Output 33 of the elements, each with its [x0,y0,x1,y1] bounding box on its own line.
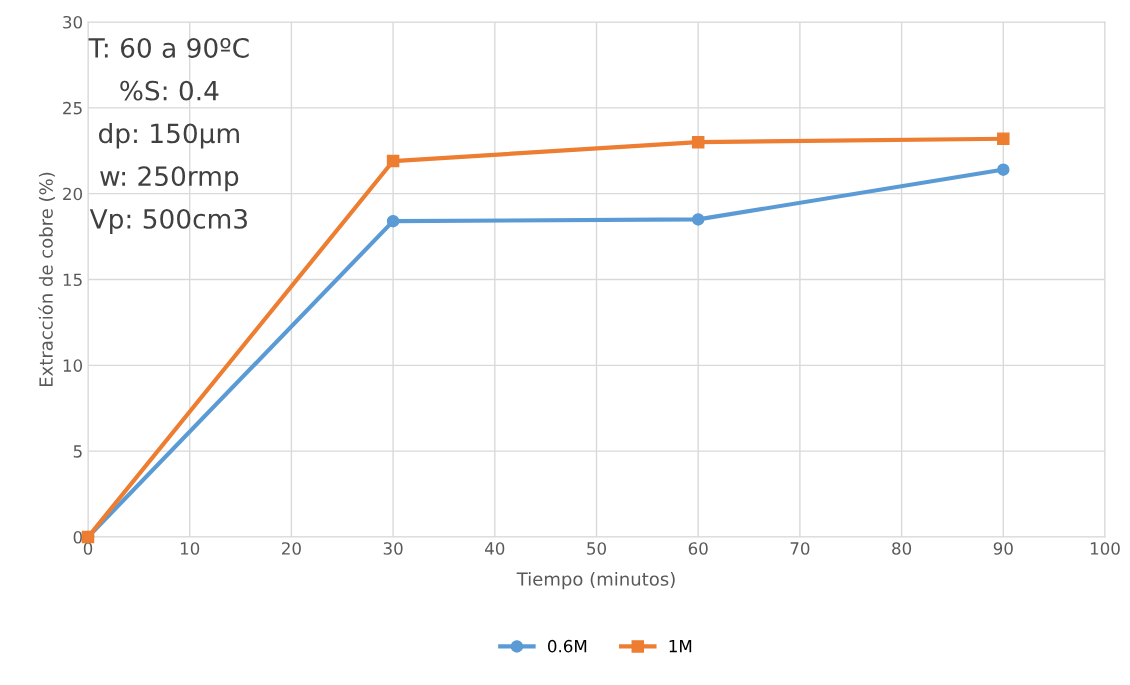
x-tick-label: 90 [993,542,1013,555]
point [691,135,705,149]
y-tick-label: 10 [63,359,83,372]
y-tick-label: 20 [63,187,83,201]
y-tick-label: 5 [73,445,82,458]
y-tick-label: 25 [63,101,82,115]
point [997,132,1010,145]
x-tick-label: 0 [83,542,93,555]
annotation: dp: 150µm [98,122,239,149]
annotation: Vp: 500cm3 [89,208,247,234]
y-tick-label: 15 [63,273,82,287]
legend-label: 1M [669,640,692,653]
annotation: w: 250rmp [100,166,239,192]
x-tick-label: 20 [282,542,301,555]
x-tick-label: 70 [790,542,810,555]
y-tick-label: 0 [73,530,83,544]
x-tick-label: 50 [587,542,606,555]
x-tick-label: 10 [180,542,200,555]
annotation: T: 60 a 90ºC [88,37,249,58]
legend-label: 0.6M [548,639,587,653]
y-tick-label: 30 [63,15,83,29]
x-tick-label: 60 [688,542,708,555]
point [386,214,400,228]
x-tick-label: 100 [1090,542,1120,555]
x-tick-label: 80 [892,542,912,555]
annotation: %S: 0.4 [120,80,219,101]
x-tick-label: 40 [485,542,505,555]
point [691,213,705,226]
y-axis-title: Extracción de cobre (%) [38,172,55,387]
point [997,163,1010,176]
x-tick-label: 30 [383,542,403,555]
point [386,154,400,168]
x-axis-title: Tiempo (minutos) [516,571,675,590]
